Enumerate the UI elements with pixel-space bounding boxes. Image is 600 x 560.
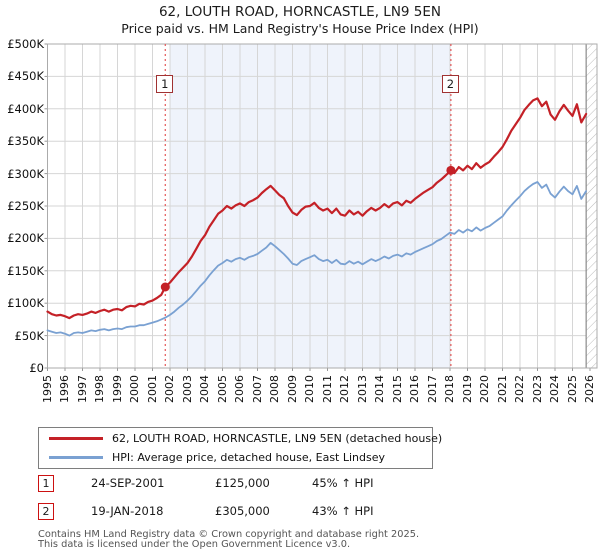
x-axis-tick-label: 2016 [408,375,421,403]
transaction-number: 2 [38,503,54,520]
plot-border [47,43,598,369]
transaction-date: 19-JAN-2018 [91,504,164,518]
x-axis-tick-label: 2022 [513,375,526,403]
x-axis-tick-label: 1999 [110,375,124,403]
x-axis-tick-label: 2008 [268,375,281,403]
legend-item: 62, LOUTH ROAD, HORNCASTLE, LN9 5EN (det… [39,429,442,447]
legend-label: 62, LOUTH ROAD, HORNCASTLE, LN9 5EN (det… [112,431,443,445]
y-axis-tick-label: £450K [7,69,44,84]
transaction-row: 1 24-SEP-2001 £125,000 45% ↑ HPI [38,475,558,493]
transaction-date: 24-SEP-2001 [91,476,165,490]
transaction-price: £305,000 [215,504,270,518]
sale-point-dot [446,165,456,175]
legend: 62, LOUTH ROAD, HORNCASTLE, LN9 5EN (det… [38,427,442,469]
x-axis-tick-label: 2020 [478,375,491,403]
x-axis-tick-label: 2010 [303,375,316,403]
y-axis-tick-label: £100K [7,296,44,311]
property-line-swatch [49,436,103,440]
y-axis-tick-label: £50K [14,328,45,343]
x-axis-tick-label: 2011 [320,375,334,403]
legend-label: HPI: Average price, detached house, East… [112,451,386,465]
x-axis-tick-label: 2018 [443,375,456,403]
property-price-line [46,97,588,320]
price-history-chart [44,43,598,371]
x-axis-tick-label: 2023 [530,375,544,403]
x-axis-tick-label: 1995 [40,375,54,403]
x-axis-tick-label: 2007 [250,375,264,403]
x-axis-tick-label: 2004 [198,375,211,403]
y-axis-tick-label: £300K [7,166,44,181]
y-axis-tick-label: £200K [7,231,44,246]
sale-point-dot [160,282,170,292]
transaction-price: £125,000 [215,476,270,490]
x-axis-tick-label: 2026 [583,375,596,403]
x-axis-tick-label: 2005 [215,375,229,403]
chart-marker-2: 2 [441,75,459,93]
y-axis-tick-label: £350K [7,134,44,149]
y-axis-tick-label: £0 [29,361,44,375]
y-axis-tick-label: £150K [7,263,44,278]
x-axis-tick-label: 2009 [285,375,299,403]
legend-item: HPI: Average price, detached house, East… [39,449,432,467]
chart-marker-1: 1 [156,75,174,93]
x-axis-tick-label: 2013 [355,375,369,403]
footer-licence: This data is licensed under the Open Gov… [38,539,351,550]
x-axis-tick-label: 2006 [233,375,246,403]
page-subtitle: Price paid vs. HM Land Registry's House … [121,21,479,36]
x-axis-tick-label: 2002 [163,375,176,403]
x-axis-tick-label: 2012 [338,375,351,403]
x-axis-tick-label: 1998 [93,375,106,403]
x-axis-tick-label: 2024 [548,375,561,403]
y-axis-tick-label: £400K [7,101,44,116]
hpi-line-swatch [49,456,103,460]
transaction-hpi-delta: 45% ↑ HPI [312,476,374,490]
future-hatch-region [586,44,597,368]
x-axis-tick-label: 2000 [128,375,141,403]
transaction-hpi-delta: 43% ↑ HPI [312,504,374,518]
x-axis-tick-label: 2001 [145,375,159,403]
x-axis-tick-label: 1997 [75,375,89,403]
transaction-row: 2 19-JAN-2018 £305,000 43% ↑ HPI [38,503,558,521]
x-axis-tick-label: 2017 [425,375,439,403]
x-axis-tick-label: 2019 [460,375,474,403]
footer-copyright: Contains HM Land Registry data © Crown c… [38,529,420,540]
page-title: 62, LOUTH ROAD, HORNCASTLE, LN9 5EN [158,4,442,20]
transaction-number: 1 [38,475,54,492]
x-axis-tick-label: 2021 [495,375,509,403]
y-axis-tick-label: £250K [7,199,44,213]
x-axis-tick-label: 2014 [373,375,386,403]
x-axis-tick-label: 2025 [565,375,579,403]
x-axis-tick-label: 2003 [180,375,194,403]
x-axis-tick-label: 2015 [390,375,404,403]
hpi-line [46,181,587,337]
y-axis-tick-label: £500K [7,37,44,51]
x-axis-tick-label: 1996 [58,375,71,403]
